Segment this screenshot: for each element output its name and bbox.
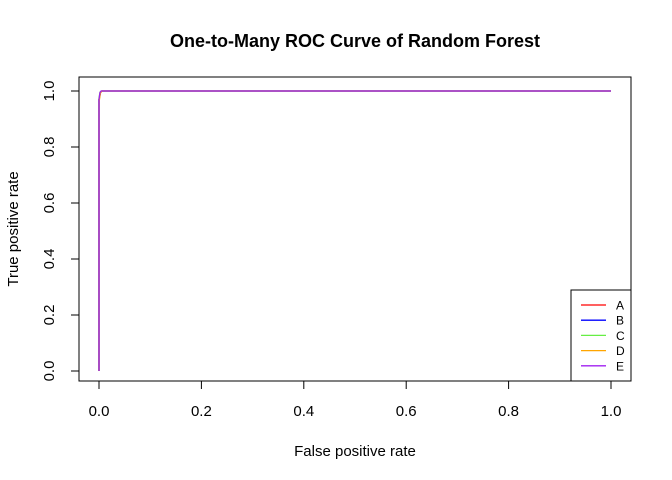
y-tick-label: 0.8 [41, 137, 58, 158]
x-tick-label: 0.0 [89, 403, 110, 420]
legend-label: D [616, 344, 625, 358]
y-axis: 0.0 0.2 0.4 0.6 0.8 1.0 [41, 81, 80, 382]
x-tick-label: 0.8 [498, 403, 519, 420]
legend-label: B [616, 314, 624, 328]
x-tick-label: 0.2 [191, 403, 212, 420]
series-line-c [98, 90, 611, 371]
series-line-d [98, 90, 611, 371]
x-axis: 0.0 0.2 0.4 0.6 0.8 1.0 [89, 380, 622, 420]
plot-frame [78, 76, 632, 382]
y-axis-label: True positive rate [5, 171, 22, 286]
y-tick-label: 0.2 [41, 305, 58, 326]
y-tick-label: 1.0 [41, 81, 58, 102]
x-tick-label: 1.0 [601, 403, 622, 420]
y-tick-label: 0.6 [41, 193, 58, 214]
series-lines [98, 90, 611, 371]
legend-label: E [616, 359, 624, 373]
y-tick-label: 0.0 [41, 361, 58, 382]
y-tick-label: 0.4 [41, 249, 58, 270]
x-axis-label: False positive rate [294, 443, 416, 460]
series-line-e [98, 90, 611, 371]
legend-label: A [616, 299, 624, 313]
series-line-b [98, 90, 611, 371]
series-line-a [98, 90, 611, 371]
legend-label: C [616, 329, 625, 343]
x-tick-label: 0.6 [396, 403, 417, 420]
chart-title: One-to-Many ROC Curve of Random Forest [170, 31, 540, 51]
x-tick-label: 0.4 [293, 403, 314, 420]
